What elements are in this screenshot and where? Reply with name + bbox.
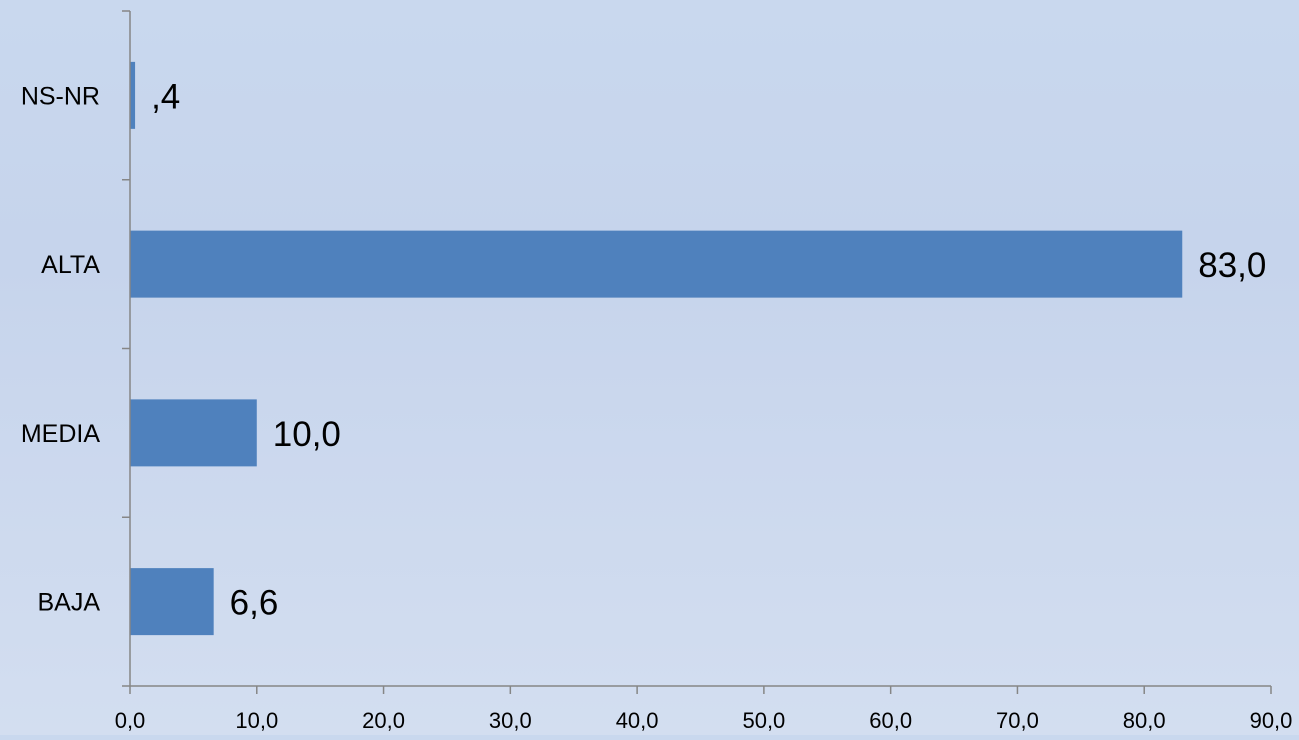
bar-alta [130,230,1183,298]
bar-baja [130,568,214,636]
x-tick-label: 40,0 [616,708,659,733]
x-tick-label: 10,0 [235,708,278,733]
labels-layer: NS-NR ,4 ALTA 83,0 MEDIA 10,0 BAJA 6,6 0,0 10,0 20… [21,77,1293,733]
category-label: MEDIA [21,420,101,448]
x-tick-label: 60,0 [869,708,912,733]
data-label: 10,0 [273,415,341,454]
data-label: 6,6 [230,584,279,623]
x-tick-label: 20,0 [362,708,405,733]
category-label: NS-NR [21,82,100,110]
category-label: BAJA [37,589,100,617]
x-tick-label: 0,0 [115,708,146,733]
bars-layer [130,61,1183,636]
x-tick-label: 70,0 [996,708,1039,733]
data-label: 83,0 [1198,246,1266,285]
bar-media [130,399,257,467]
axis-layer [122,10,1272,694]
data-label: ,4 [151,77,180,116]
bar-ns-nr [130,61,136,129]
x-tick-label: 80,0 [1123,708,1166,733]
x-tick-label: 90,0 [1250,708,1293,733]
x-tick-label: 50,0 [742,708,785,733]
x-tick-label: 30,0 [489,708,532,733]
category-label: ALTA [41,251,100,279]
